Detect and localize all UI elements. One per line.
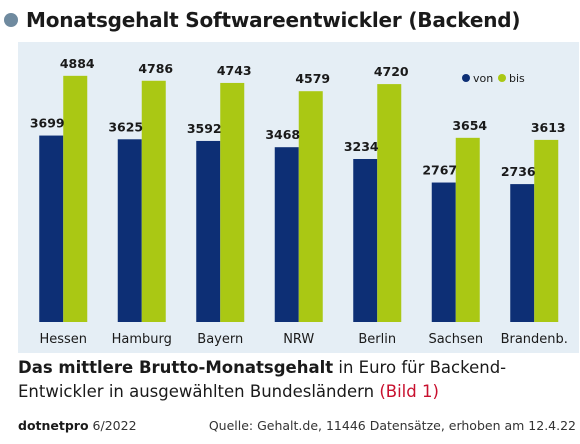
value-label-bis-hamburg: 4786 — [138, 61, 173, 76]
bar-von-brandenb — [510, 184, 535, 322]
value-label-bis-sachsen: 3654 — [452, 118, 487, 133]
category-labels-group: Hessen Hamburg Bayern NRW Berlin Sachsen Brand… — [39, 332, 567, 347]
category-label-hessen: Hessen — [39, 332, 87, 347]
value-label-bis-berlin: 4720 — [374, 64, 409, 79]
issue-number: 6/2022 — [88, 418, 137, 433]
bar-von-hamburg — [117, 139, 142, 322]
brand-name: dotnetpro — [18, 418, 89, 433]
bar-bis-hessen — [63, 75, 88, 322]
chart-header: Monatsgehalt Softwareentwickler (Backend… — [0, 0, 580, 40]
bar-bis-berlin — [377, 84, 402, 322]
chart-title: Monatsgehalt Softwareentwickler (Backend… — [26, 8, 521, 32]
value-label-von-brandenb: 2736 — [501, 164, 536, 179]
bars-group — [39, 75, 559, 322]
bar-bis-brandenb — [534, 139, 559, 322]
bar-von-berlin — [353, 158, 378, 322]
value-label-von-nrw: 3468 — [265, 127, 300, 142]
value-labels-group: 3699 4884 3625 4786 3592 4743 3468 4579 3234 4720… — [30, 56, 566, 179]
category-label-sachsen: Sachsen — [428, 332, 483, 347]
category-label-bayern: Bayern — [197, 332, 243, 347]
value-label-von-sachsen: 2767 — [422, 163, 457, 178]
value-label-bis-nrw: 4579 — [295, 71, 330, 86]
value-label-von-hamburg: 3625 — [108, 119, 143, 134]
footer: dotnetpro 6/2022 Quelle: Gehalt.de, 1144… — [18, 418, 576, 433]
bar-chart: von bis 369948843625478635924743346845793… — [30, 56, 568, 347]
value-label-bis-brandenb: 3613 — [531, 120, 566, 135]
chart-panel: von bis 3699 4884 3625 4786 3592 4743 3468 4579 3… — [18, 42, 579, 353]
value-label-bis-bayern: 4743 — [217, 63, 252, 78]
category-label-nrw: NRW — [283, 332, 314, 347]
source-note: Quelle: Gehalt.de, 11446 Datensätze, erh… — [208, 418, 576, 433]
chart-caption: Das mittlere Brutto-Monatsgehalt in Euro… — [18, 356, 578, 404]
caption-bold: Das mittlere Brutto-Monatsgehalt — [18, 358, 334, 377]
bar-bis-hamburg — [141, 80, 166, 322]
bar-bis-bayern — [220, 82, 245, 322]
legend: von bis — [462, 72, 525, 85]
bar-bis-nrw — [298, 91, 323, 322]
legend-label-bis: bis — [509, 72, 525, 85]
category-label-brandenb: Brandenb. — [501, 332, 568, 347]
legend-swatch-bis — [498, 74, 506, 82]
category-label-hamburg: Hamburg — [112, 332, 172, 347]
legend-label-von: von — [473, 72, 493, 85]
bullet-dot-icon — [4, 13, 18, 27]
bar-von-hessen — [39, 135, 64, 322]
bar-von-sachsen — [431, 182, 456, 322]
value-label-von-berlin: 3234 — [344, 139, 379, 154]
bar-von-bayern — [196, 140, 221, 322]
caption-text: in Euro für Backend-Entwickler in ausgew… — [18, 358, 507, 401]
bar-von-nrw — [274, 147, 299, 322]
bar-bis-sachsen — [455, 137, 480, 322]
value-label-von-hessen: 3699 — [30, 116, 65, 131]
value-label-von-bayern: 3592 — [187, 121, 222, 136]
category-label-berlin: Berlin — [358, 332, 396, 347]
value-label-bis-hessen: 4884 — [60, 56, 95, 71]
legend-swatch-von — [462, 74, 470, 82]
footer-brand: dotnetpro 6/2022 — [18, 418, 137, 433]
caption-figure-ref: (Bild 1) — [379, 382, 439, 401]
